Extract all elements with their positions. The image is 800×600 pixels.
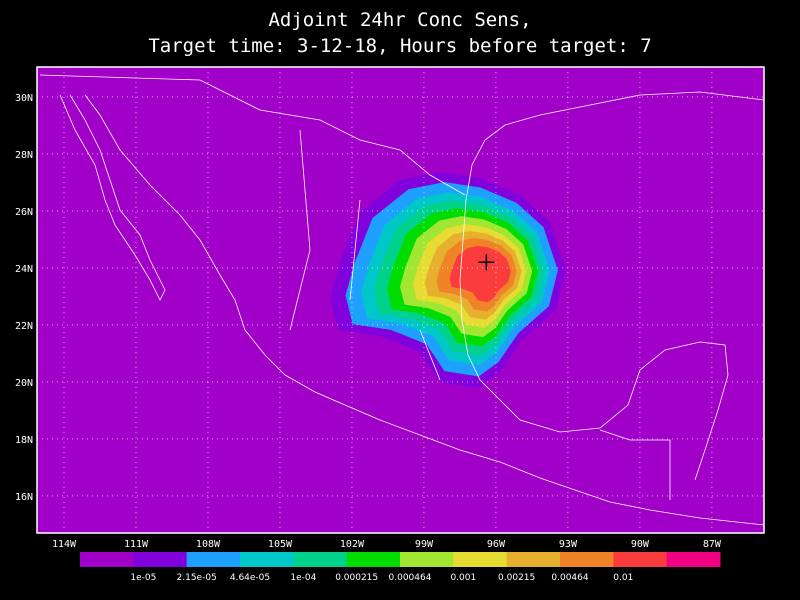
colorbar-box [240,552,294,567]
colorbar-label: 0.00215 [498,573,535,583]
colorbar-label: 0.001 [450,573,476,583]
grid: 114W 111W 108W 105W 102W 99W 96W 93W 90W 87W 30N 28… [15,67,764,550]
y-tick-label: 30N [15,93,33,104]
colorbar-box [506,552,561,567]
colorbar-label: 2.15e-05 [177,573,217,583]
colorbar-box [666,552,721,567]
gulf-coast [459,91,765,481]
colorbar-box [133,552,188,567]
colorbar-box [293,552,348,567]
map-frame [36,66,765,534]
plume-contour [449,245,511,303]
colorbar: 1e-05 2.15e-05 4.64e-05 1e-04 0.000215 0.0004… [80,552,721,583]
baja-coast [59,94,166,301]
x-tick-label: 114W [52,539,77,550]
y-tick-label: 28N [15,150,33,161]
pacific-coast [84,94,765,526]
target-marker [478,254,495,271]
plume [330,172,566,388]
colorbar-box [346,552,401,567]
colorbar-box [613,552,668,567]
y-tick-label: 18N [15,435,33,446]
x-tick-label: 93W [559,539,578,550]
coastlines [39,74,765,526]
y-tick-label: 16N [15,492,33,503]
title-line-2: Target time: 3-12-18, Hours before targe… [148,35,651,57]
x-tick-label: 99W [415,539,434,550]
colorbar-box [80,552,134,567]
colorbar-label: 1e-05 [130,573,156,583]
colorbar-label: 0.000215 [335,573,378,583]
colorbar-label: 0.000464 [389,573,432,583]
title-line-1: Adjoint 24hr Conc Sens, [268,9,531,31]
x-tick-label: 102W [340,539,365,550]
x-tick-label: 90W [631,539,650,550]
x-tick-label: 96W [487,539,506,550]
borders [39,74,671,500]
y-tick-label: 24N [15,264,33,275]
y-tick-label: 22N [15,321,33,332]
colorbar-box [400,552,454,567]
y-tick-label: 20N [15,378,33,389]
colorbar-label: 0.00464 [551,573,588,583]
y-tick-label: 26N [15,207,33,218]
colorbar-label: 1e-04 [290,573,316,583]
x-tick-label: 105W [268,539,293,550]
x-tick-label: 108W [196,539,221,550]
x-tick-label: 111W [124,539,149,550]
colorbar-label: 0.01 [613,573,633,583]
x-tick-label: 87W [703,539,722,550]
colorbar-box [560,552,614,567]
colorbar-box [453,552,508,567]
colorbar-label: 4.64e-05 [230,573,270,583]
colorbar-box [186,552,241,567]
